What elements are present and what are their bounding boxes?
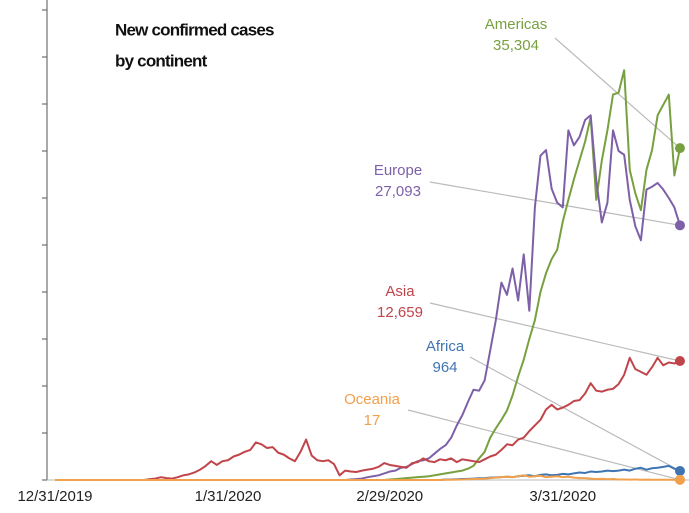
x-tick-label: 1/31/2020: [195, 488, 262, 505]
x-tick-label: 12/31/2019: [17, 488, 92, 505]
end-dot: [674, 220, 685, 231]
leader-line: [429, 302, 681, 362]
series-value-label: 27,093: [375, 183, 421, 200]
end-dot: [674, 474, 685, 485]
series-label: Africa: [426, 338, 465, 355]
leader-line: [469, 356, 681, 472]
x-tick-label: 2/29/2020: [356, 488, 423, 505]
series-line: [55, 356, 681, 481]
series-value-label: 964: [432, 359, 457, 376]
x-tick-label: 3/31/2020: [529, 488, 596, 505]
series-label: Americas: [485, 16, 548, 33]
chart-title: New confirmed cases: [115, 20, 274, 39]
series-label: Europe: [374, 162, 422, 179]
series-line: [55, 474, 680, 481]
leader-line: [407, 409, 681, 481]
end-dot: [674, 143, 685, 154]
series-value-label: 17: [364, 412, 381, 429]
series-label: Oceania: [344, 391, 401, 408]
series-value-label: 35,304: [493, 37, 539, 54]
series-value-label: 12,659: [377, 304, 423, 321]
end-dot: [674, 465, 685, 476]
chart-title: by continent: [115, 51, 208, 70]
leader-line: [429, 181, 681, 226]
series-label: Asia: [385, 283, 415, 300]
end-dot: [674, 356, 685, 367]
